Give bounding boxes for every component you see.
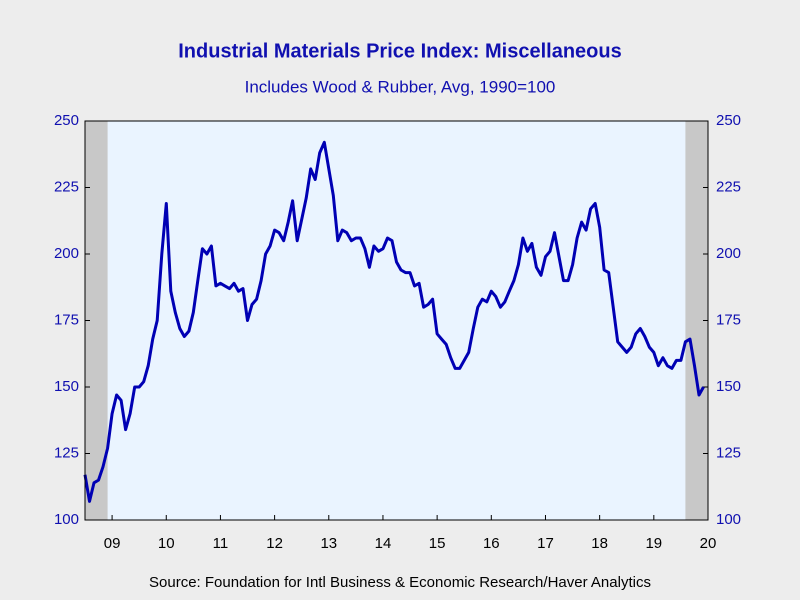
x-tick-label: 15 [429, 535, 446, 552]
x-tick-label: 13 [320, 535, 337, 552]
source: Source: Foundation for Intl Business & E… [149, 574, 651, 591]
x-tick-label: 12 [266, 535, 283, 552]
y2-tick-label: 100 [716, 511, 741, 528]
y-tick-label: 150 [54, 378, 79, 395]
x-tick-label: 20 [700, 535, 717, 552]
x-tick-label: 16 [483, 535, 500, 552]
x-tick-label: 14 [375, 535, 392, 552]
recession-band [85, 121, 108, 520]
y2-tick-label: 250 [716, 112, 741, 129]
y-tick-label: 250 [54, 112, 79, 129]
plot-frame [84, 120, 709, 521]
x-tick-label: 09 [104, 535, 121, 552]
x-tick-label: 10 [158, 535, 175, 552]
y2-tick-label: 125 [716, 444, 741, 461]
recession-band [685, 121, 708, 520]
y-tick-label: 125 [54, 444, 79, 461]
y2-tick-label: 150 [716, 378, 741, 395]
y-tick-label: 175 [54, 311, 79, 328]
chart-title: Industrial Materials Price Index: Miscel… [178, 40, 622, 62]
y-tick-label: 100 [54, 511, 79, 528]
y2-tick-label: 200 [716, 245, 741, 262]
series-line [83, 140, 705, 503]
plot-area [85, 121, 708, 520]
y2-tick-label: 175 [716, 311, 741, 328]
x-tick-label: 19 [645, 535, 662, 552]
x-tick-label: 11 [213, 535, 229, 552]
x-tick-label: 17 [537, 535, 554, 552]
y2-tick-label: 225 [716, 178, 741, 195]
x-tick-label: 18 [591, 535, 608, 552]
y-tick-label: 225 [54, 178, 79, 195]
chart-subtitle: Includes Wood & Rubber, Avg, 1990=100 [245, 77, 556, 96]
y-tick-label: 200 [54, 245, 79, 262]
